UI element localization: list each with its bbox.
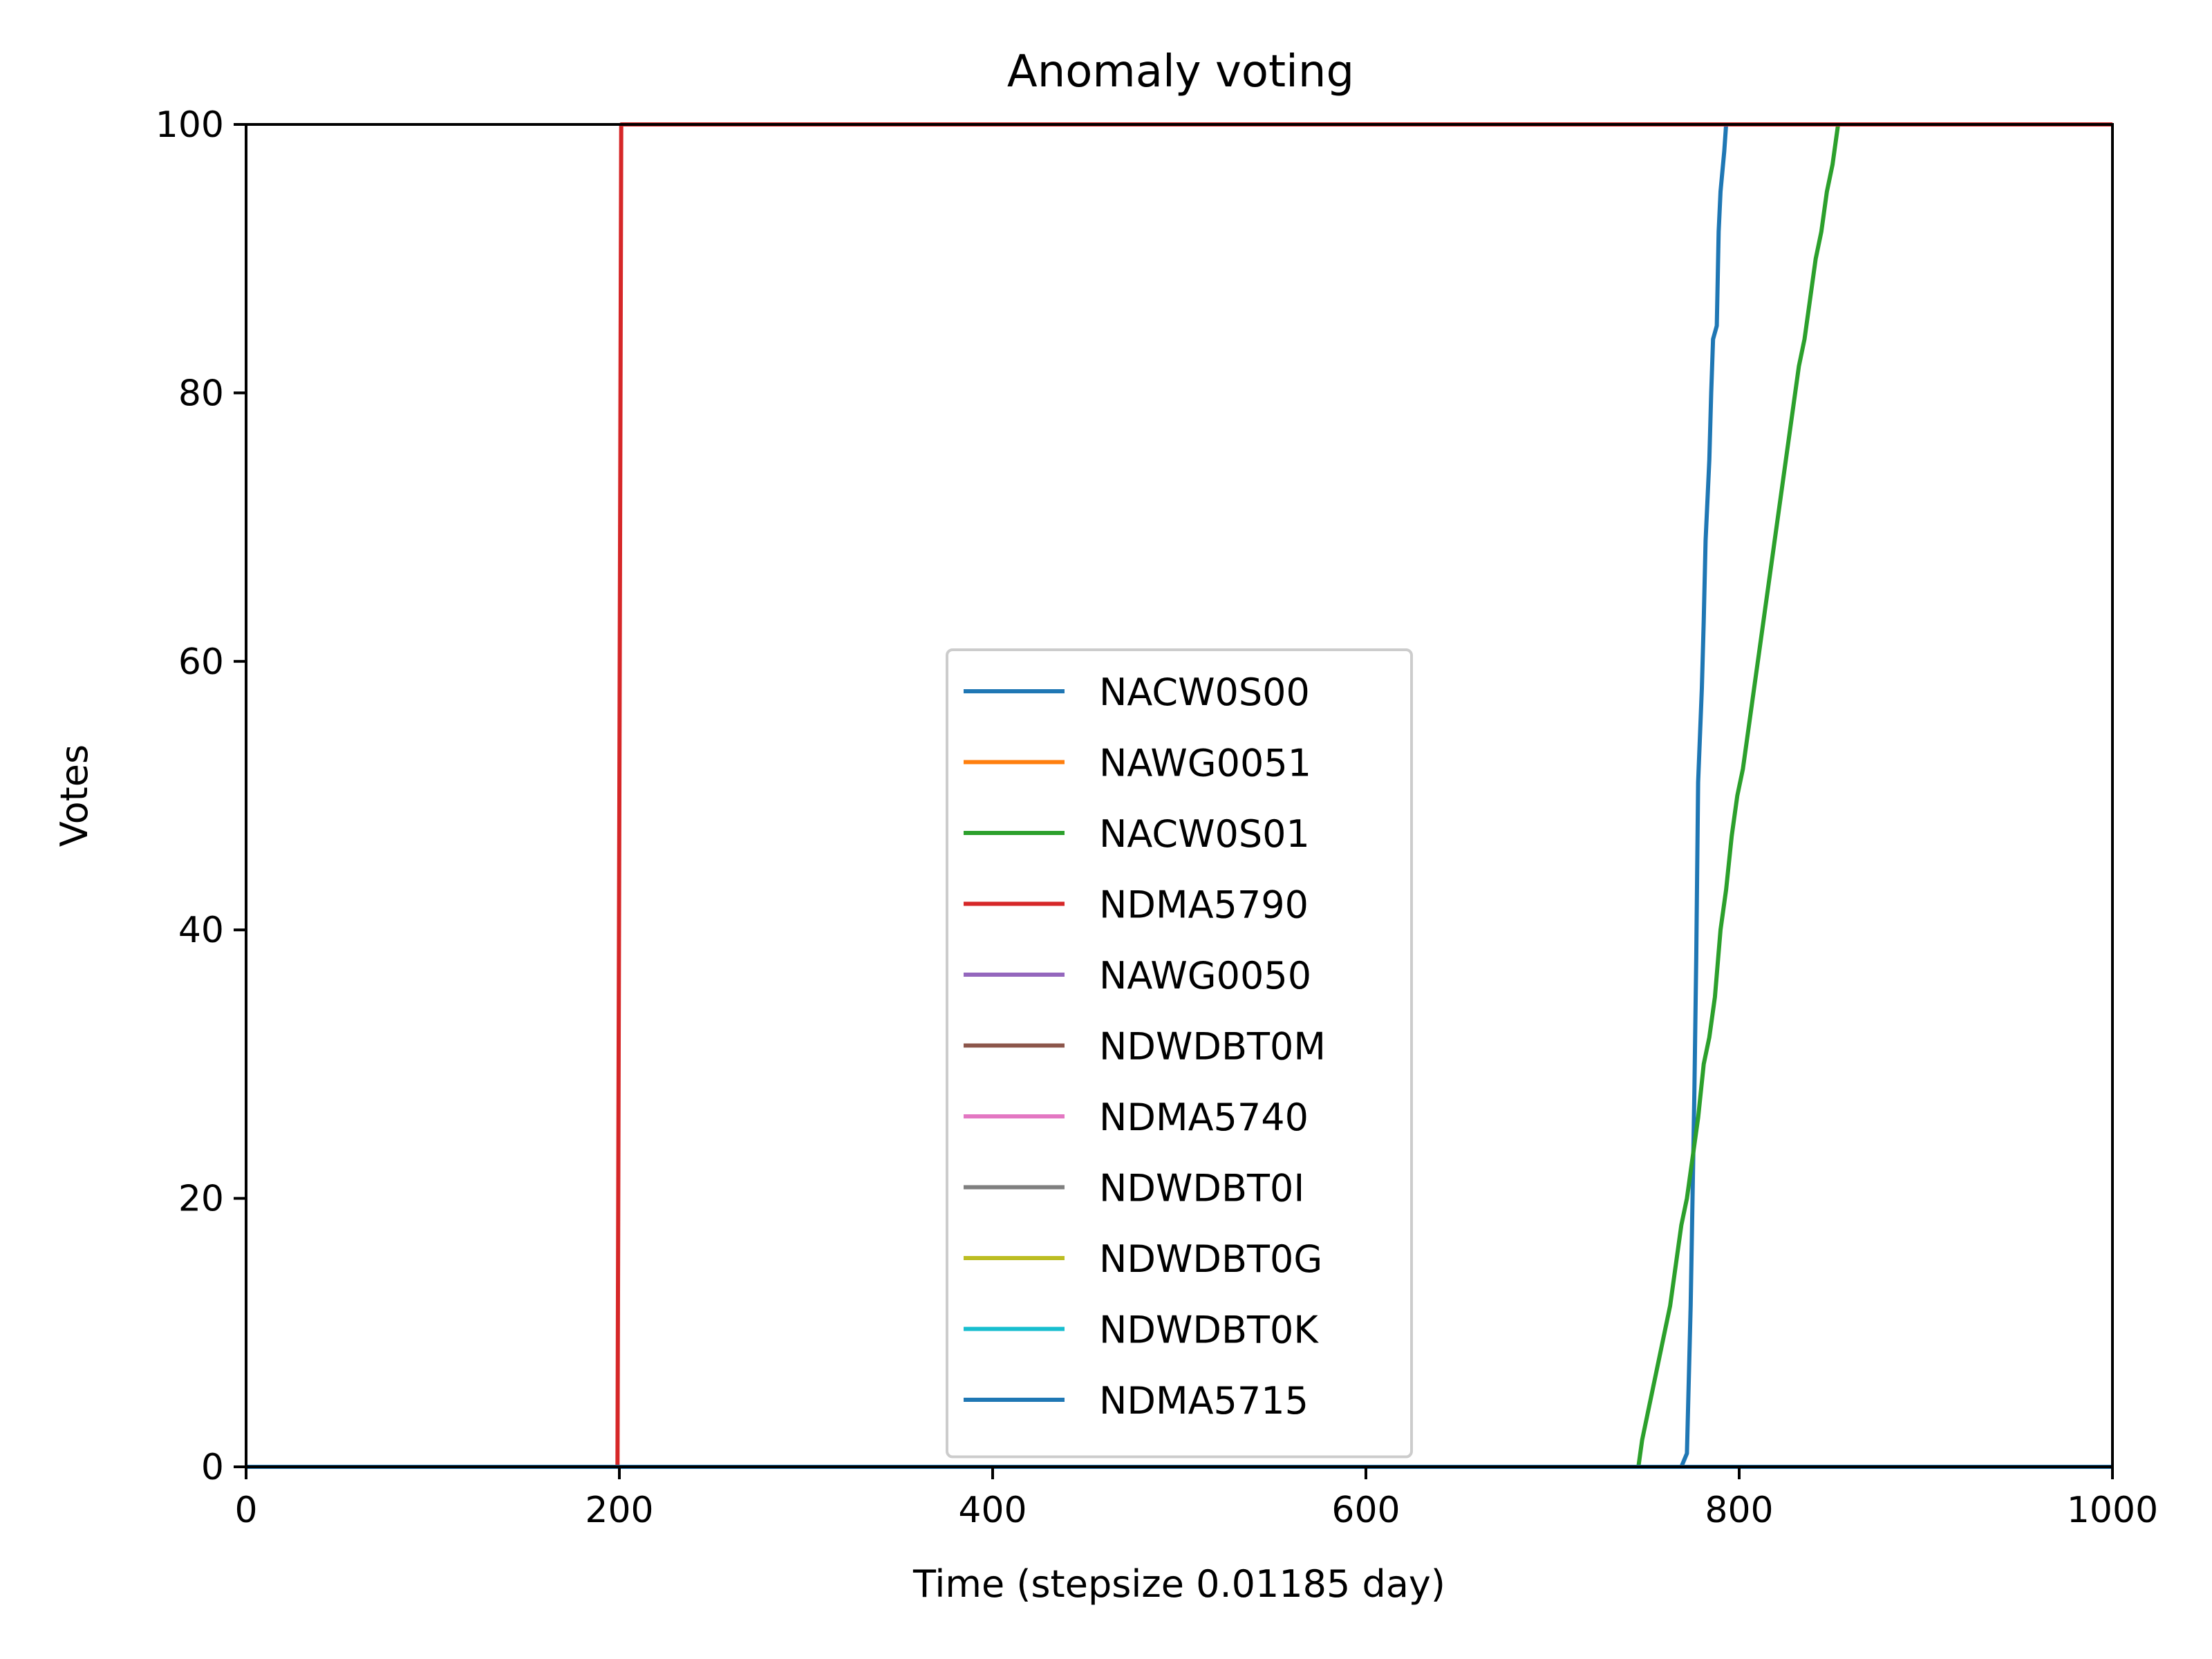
x-tick-label-0: 0: [234, 1490, 257, 1531]
y-axis-label: Votes: [53, 744, 96, 847]
legend-label-nawg0050: NAWG0050: [1099, 954, 1311, 997]
x-axis-label: Time (stepsize 0.01185 day): [912, 1562, 1445, 1606]
chart-title: Anomaly voting: [1007, 46, 1354, 97]
plot-frame: [245, 123, 2114, 1468]
legend-label-nawg0051: NAWG0051: [1099, 742, 1311, 785]
legend-label-ndwdbt0m: NDWDBT0M: [1099, 1025, 1326, 1069]
y-tick-label-1: 20: [178, 1179, 224, 1220]
legend-label-ndma5790: NDMA5790: [1099, 883, 1309, 927]
y-tick-label-0: 0: [201, 1447, 224, 1488]
legend-label-nacw0s00: NACW0S00: [1099, 671, 1310, 714]
legend-label-nacw0s01: NACW0S01: [1099, 812, 1310, 856]
x-tick-label-3: 600: [1331, 1490, 1400, 1531]
legend-label-ndwdbt0k: NDWDBT0K: [1099, 1309, 1319, 1352]
x-tick-label-1: 200: [585, 1490, 653, 1531]
x-axis: 0 200 400 600 800 1000: [234, 1467, 2158, 1531]
x-tick-label-2: 400: [958, 1490, 1027, 1531]
legend-box: [946, 648, 1413, 1459]
legend: NACW0S00 NAWG0051 NACW0S01 NDMA5790 NAWG0050…: [946, 648, 1413, 1459]
x-tick-label-5: 1000: [2067, 1490, 2158, 1531]
legend-label-ndma5740: NDMA5740: [1099, 1096, 1309, 1139]
x-tick-label-4: 800: [1705, 1490, 1773, 1531]
legend-label-ndma5715: NDMA5715: [1099, 1379, 1309, 1423]
y-tick-label-3: 60: [178, 641, 224, 683]
legend-label-ndwdbt0i: NDWDBT0I: [1099, 1167, 1304, 1210]
y-tick-label-2: 40: [178, 910, 224, 951]
series-line-nacw0s01: [246, 122, 2112, 1469]
y-tick-label-5: 100: [156, 104, 224, 146]
y-axis: 0 20 40 60 80 100: [156, 104, 246, 1488]
y-tick-label-4: 80: [178, 373, 224, 414]
legend-label-ndwdbt0g: NDWDBT0G: [1099, 1237, 1322, 1281]
series-line-nacw0s00: [246, 122, 2112, 1469]
